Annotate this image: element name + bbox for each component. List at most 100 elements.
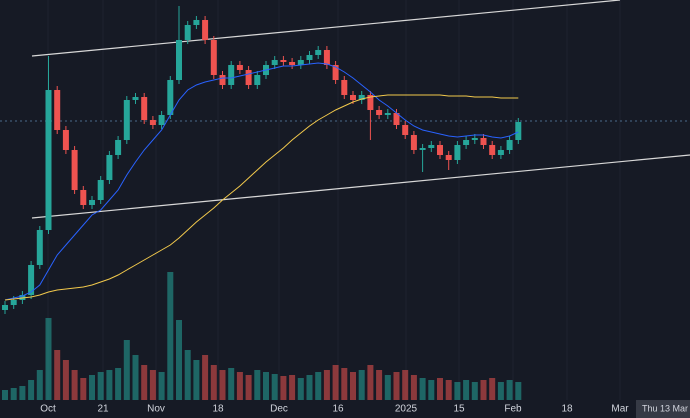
candle-body (36, 230, 43, 265)
volume-bar (2, 390, 8, 400)
volume-bar (176, 320, 182, 400)
volume-bar (271, 374, 278, 400)
candle-body (428, 145, 435, 148)
volume-bar (410, 375, 417, 400)
crosshair-box (636, 400, 690, 418)
candle-body (506, 140, 513, 150)
volume-bar (184, 350, 191, 400)
candle-body (219, 75, 226, 85)
x-tick-label: Nov (147, 404, 165, 415)
trend-line (31, 0, 621, 57)
candle-body (254, 75, 261, 85)
candle-body (236, 65, 243, 70)
candle-body (184, 25, 191, 40)
candle-body (202, 20, 209, 40)
volume-bar (115, 368, 122, 400)
moving-average (4, 62, 519, 301)
candle-body (463, 140, 470, 145)
x-tick-label: 2025 (395, 404, 418, 415)
candle-body (280, 60, 287, 62)
volume-bar (89, 375, 95, 400)
volume-bar (297, 378, 304, 400)
volume-bar (19, 386, 26, 400)
candle-body (323, 50, 330, 65)
x-tick-label: 16 (332, 404, 344, 415)
volume-bar (28, 380, 35, 400)
candle-body (115, 140, 122, 155)
volume-bar (10, 388, 17, 400)
volume-bar (228, 368, 235, 400)
candle-body (132, 97, 139, 100)
candle-body (489, 145, 496, 155)
volume-bar (445, 380, 452, 400)
volume-bar (341, 368, 348, 400)
moving-average (4, 94, 519, 301)
volume-bar (263, 372, 269, 400)
candle-body (158, 115, 165, 125)
candle-body (62, 130, 69, 150)
candle-body (193, 20, 200, 25)
volume-bar (219, 370, 226, 400)
candle-body (445, 155, 452, 160)
candle-body (2, 305, 8, 310)
candle-body (497, 150, 504, 155)
candle-body (28, 265, 35, 295)
volume-bar (419, 378, 426, 400)
candle-body (80, 190, 87, 205)
volume-bar (402, 370, 409, 400)
candle-body (437, 145, 443, 155)
volume-bar (245, 375, 252, 400)
x-tick-label: Dec (270, 404, 288, 415)
x-tick-label: Feb (504, 404, 522, 415)
volume-bar (358, 370, 365, 400)
volume-bar (54, 350, 61, 400)
candle-body (350, 95, 356, 100)
candle-body (149, 120, 156, 125)
candle-body (71, 150, 78, 190)
candle-body (515, 122, 522, 140)
volume-bar (315, 372, 322, 400)
candle-body (480, 138, 487, 145)
volume-bar (71, 370, 78, 400)
volume-bar (193, 360, 200, 400)
candle-body (367, 95, 374, 110)
crosshair-label: Thu 13 Mar '25 (642, 403, 690, 413)
trend-line (31, 154, 690, 219)
x-tick-label: 18 (212, 404, 224, 415)
candle-body (384, 113, 391, 115)
x-tick-label: Mar (611, 404, 629, 415)
x-tick-label: Oct (40, 404, 56, 415)
candle-body (271, 60, 278, 65)
volume-bar (236, 372, 243, 400)
candle-body (228, 65, 235, 85)
candle-body (176, 40, 182, 80)
volume-bar (141, 365, 148, 400)
volume-bar (454, 382, 461, 400)
volume-bar (45, 318, 52, 400)
volume-bar (62, 360, 69, 400)
candle-body (454, 145, 461, 160)
candle-body (471, 138, 478, 140)
volume-bar (323, 370, 330, 400)
candle-body (89, 200, 95, 205)
candle-body (167, 80, 174, 115)
candle-body (54, 90, 61, 130)
candle-body (306, 55, 313, 60)
candle-body (106, 155, 113, 180)
candle-body (315, 50, 322, 55)
candle-body (97, 180, 104, 200)
x-tick-label: 21 (97, 404, 109, 415)
volume-bar (515, 382, 522, 400)
volume-bar (428, 380, 435, 400)
volume-bar (471, 382, 478, 400)
volume-bar (280, 376, 287, 400)
volume-bar (123, 340, 130, 400)
volume-bar (132, 355, 139, 400)
volume-bar (393, 372, 400, 400)
candle-body (245, 70, 252, 85)
candle-body (393, 113, 400, 125)
volume-bar (36, 370, 43, 400)
candle-body (419, 148, 426, 150)
candle-body (289, 62, 296, 65)
candle-body (297, 60, 304, 65)
